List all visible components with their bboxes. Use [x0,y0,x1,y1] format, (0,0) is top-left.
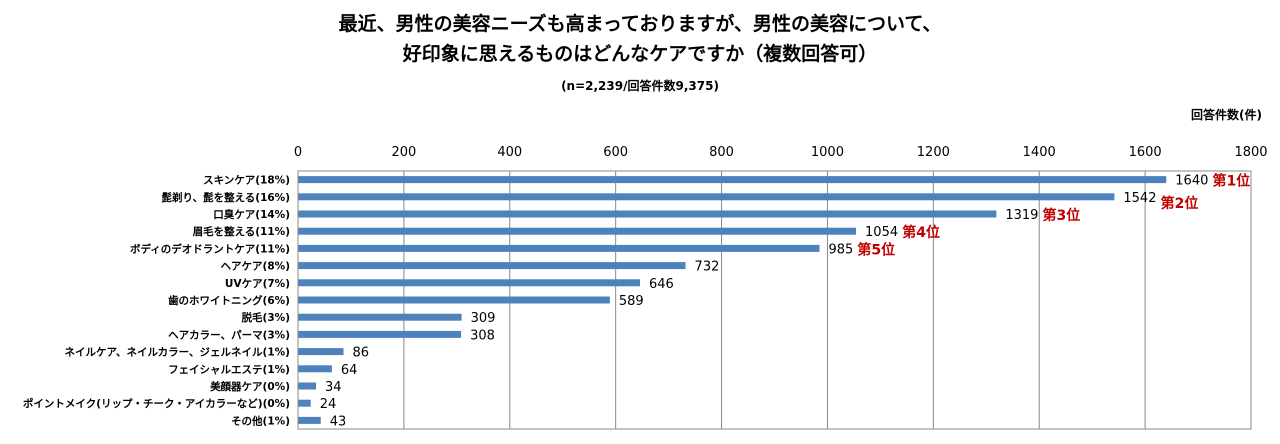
category-label: ヘアケア(8%) [221,261,290,273]
bar [298,244,820,252]
x-tick-label: 400 [497,145,522,160]
value-label: 1542 [1123,191,1156,206]
bar [298,348,344,356]
x-axis-label: 回答件数(件) [1191,107,1262,122]
bar [298,176,1167,184]
bar [298,210,997,218]
category-label: ボディのデオドラントケア(11%) [130,242,290,255]
category-label: 髭剃り、髭を整える(16%) [162,191,291,204]
x-tick-label: 600 [603,145,628,160]
bar [298,193,1115,201]
value-label: 1640 [1175,174,1208,189]
value-label: 646 [649,277,674,292]
category-label: 脱毛(3%) [242,311,290,324]
chart-subtitle: (n=2,239/回答件数9,375) [561,78,719,93]
x-tick-label: 0 [294,145,302,160]
value-label: 309 [471,311,496,326]
bar [298,399,311,407]
category-label: スキンケア(18%) [203,175,290,187]
x-tick-label: 1800 [1234,145,1267,160]
value-label: 985 [829,242,854,257]
category-label: ネイルケア、ネイルカラー、ジェルネイル(1%) [65,347,290,359]
rank-label: 第2位 [1161,195,1199,212]
plot-area-border [297,170,1252,430]
x-tick-label: 1200 [917,145,950,160]
category-label: ヘアカラー、パーマ(3%) [168,329,290,341]
value-label: 308 [470,328,495,343]
x-tick-label: 1600 [1129,145,1162,160]
value-label: 43 [330,414,347,429]
category-label: 口臭ケア(14%) [213,208,290,221]
x-tick-label: 200 [391,145,416,160]
bar [298,296,610,304]
chart-title-line-2: 好印象に思えるものはどんなケアですか（複数回答可） [402,42,877,65]
category-label: フェイシャルエステ(1%) [168,364,290,376]
x-tick-label: 1400 [1023,145,1056,160]
value-label: 24 [320,397,337,412]
bar [298,365,332,373]
rank-label: 第4位 [902,224,940,241]
value-label: 1054 [865,225,898,240]
category-label: 歯のホワイトニング(6%) [168,294,290,307]
bar [298,416,321,424]
category-label: 眉毛を整える(11%) [193,225,290,238]
bar [298,313,462,321]
rank-label: 第5位 [857,241,895,258]
category-label: UVケア(7%) [225,278,290,290]
bar [298,227,857,235]
category-label: ポイントメイク(リップ・チーク・アイカラーなど)(0%) [23,397,290,410]
category-label: その他(1%) [231,414,290,427]
value-label: 64 [341,363,358,378]
rank-label: 第1位 [1212,173,1250,190]
category-label: 美顔器ケア(0%) [210,380,290,393]
bar [298,382,317,390]
chart-title-line-1: 最近、男性の美容ニーズも高まっておりますが、男性の美容について、 [339,12,942,35]
bar [298,262,686,270]
value-label: 589 [619,294,644,309]
x-tick-label: 800 [709,145,734,160]
value-label: 34 [325,380,342,395]
bar [298,330,462,338]
value-label: 732 [695,260,720,275]
value-label: 1319 [1005,208,1038,223]
value-label: 86 [353,346,370,361]
rank-label: 第3位 [1043,207,1081,224]
x-tick-label: 1000 [811,145,844,160]
bar [298,279,641,287]
